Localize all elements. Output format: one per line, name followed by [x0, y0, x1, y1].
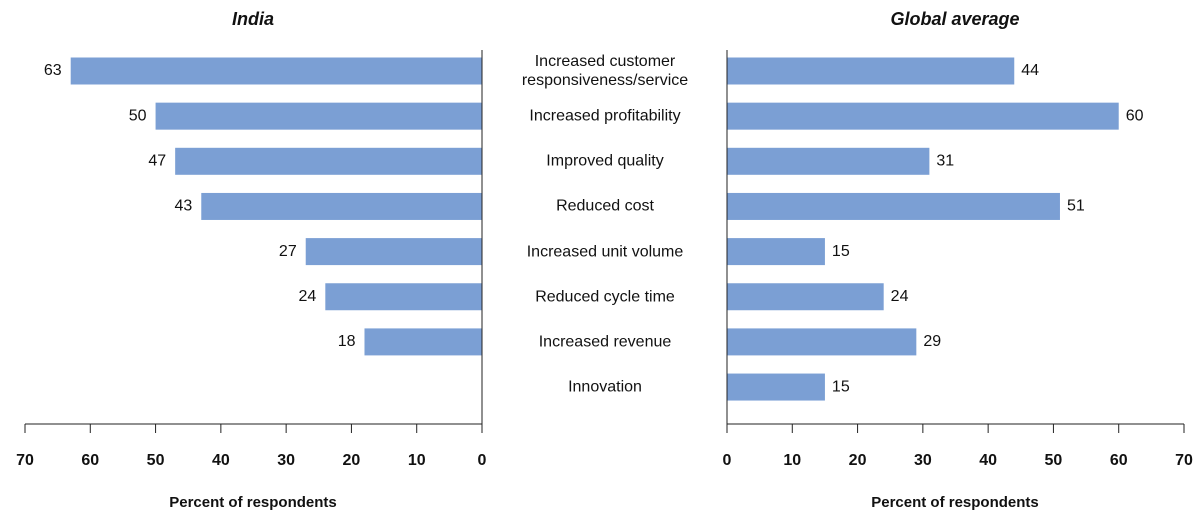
x-tick-label: 10 [783, 452, 801, 469]
category-label: Innovation [568, 378, 642, 396]
category-label: Reduced cost [556, 197, 654, 215]
value-label: 24 [891, 288, 909, 305]
chart-title: Global average [890, 9, 1019, 29]
value-label: 29 [923, 333, 941, 350]
x-tick-label: 60 [81, 452, 99, 469]
x-tick-label: 10 [408, 452, 426, 469]
value-label: 24 [299, 288, 317, 305]
value-label: 15 [832, 378, 850, 395]
bar [727, 102, 1119, 130]
bar [175, 147, 482, 175]
x-axis-title: Percent of respondents [871, 494, 1039, 511]
bar [70, 57, 482, 85]
bar [727, 147, 930, 175]
value-label: 15 [832, 243, 850, 260]
value-label: 60 [1126, 107, 1144, 124]
value-label: 43 [174, 198, 192, 215]
x-tick-label: 30 [277, 452, 295, 469]
value-label: 27 [279, 243, 297, 260]
category-label: Reduced cycle time [535, 288, 675, 306]
category-label: Increased unit volume [526, 243, 684, 261]
bar [727, 57, 1015, 85]
x-tick-label: 20 [343, 452, 361, 469]
bar [201, 192, 482, 220]
category-label: Increased profitability [529, 107, 681, 125]
x-axis-title: Percent of respondents [169, 494, 337, 511]
x-tick-label: 0 [723, 452, 732, 469]
value-label: 44 [1021, 62, 1039, 79]
value-label: 18 [338, 333, 356, 350]
bar [727, 283, 884, 311]
x-tick-label: 30 [914, 452, 932, 469]
x-tick-label: 40 [212, 452, 230, 469]
bar [727, 192, 1060, 220]
x-tick-label: 40 [979, 452, 997, 469]
value-label: 31 [936, 153, 954, 170]
bar [727, 373, 825, 401]
bar [325, 283, 482, 311]
x-tick-label: 20 [849, 452, 867, 469]
bar [305, 238, 482, 266]
bar [727, 328, 917, 356]
x-tick-label: 60 [1110, 452, 1128, 469]
bar [727, 238, 825, 266]
value-label: 63 [44, 62, 62, 79]
x-tick-label: 50 [1045, 452, 1063, 469]
value-label: 47 [148, 153, 166, 170]
category-label: Increased revenue [538, 333, 672, 351]
x-tick-label: 70 [1175, 452, 1193, 469]
bar [364, 328, 482, 356]
bar [155, 102, 483, 130]
x-tick-label: 70 [16, 452, 34, 469]
x-tick-label: 50 [147, 452, 165, 469]
chart-title: India [232, 9, 274, 29]
value-label: 51 [1067, 198, 1085, 215]
value-label: 50 [129, 107, 147, 124]
category-label: Improved quality [546, 152, 664, 170]
category-label: Increased customer responsiveness/servic… [521, 53, 689, 89]
x-tick-label: 0 [478, 452, 487, 469]
